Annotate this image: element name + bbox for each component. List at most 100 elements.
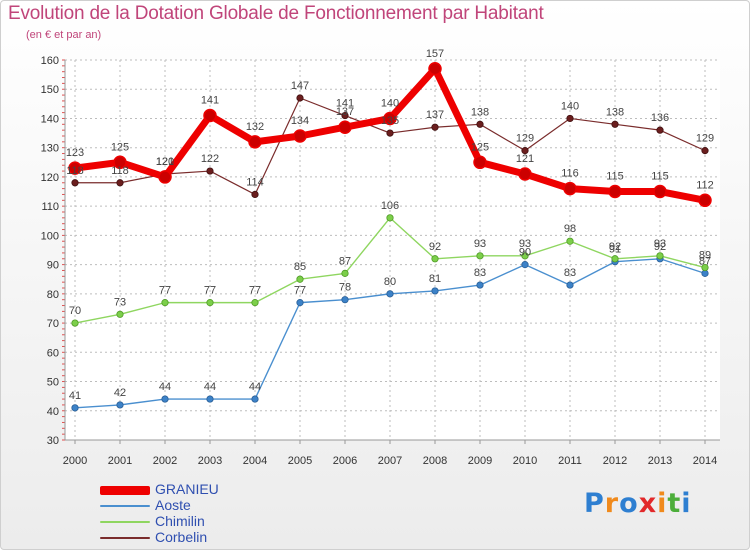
legend-item-aoste: Aoste	[100, 497, 300, 514]
data-point-corbelin	[476, 120, 484, 128]
data-label-aoste: 83	[564, 267, 576, 279]
data-label-corbelin: 141	[336, 98, 354, 110]
y-tick-label: 40	[47, 406, 59, 418]
y-tick-label: 50	[47, 377, 59, 389]
y-tick-label: 60	[47, 347, 59, 359]
data-label-granieu: 125	[471, 141, 489, 153]
data-label-aoste: 92	[654, 241, 666, 253]
data-point-aoste	[431, 287, 439, 295]
legend-label-chimilin: Chimilin	[155, 513, 205, 529]
data-point-chimilin	[296, 275, 304, 283]
y-tick-label: 30	[47, 435, 59, 447]
data-label-granieu: 121	[516, 153, 534, 165]
y-tick-label: 130	[41, 143, 59, 155]
data-point-chimilin	[566, 237, 574, 245]
data-point-aoste	[386, 290, 394, 298]
data-point-corbelin	[701, 147, 709, 155]
data-point-corbelin	[206, 167, 214, 175]
data-label-corbelin: 137	[426, 109, 444, 121]
data-point-corbelin	[71, 179, 79, 187]
legend-item-chimilin: Chimilin	[100, 513, 300, 530]
x-tick-label: 2012	[603, 455, 627, 467]
data-point-granieu	[698, 193, 712, 208]
legend-swatch-aoste	[100, 505, 150, 507]
data-point-corbelin	[341, 111, 349, 120]
data-point-chimilin	[476, 252, 484, 260]
x-tick-label: 2009	[468, 455, 492, 467]
data-label-chimilin: 73	[114, 296, 126, 308]
data-label-aoste: 44	[204, 381, 216, 393]
legend-item-granieu: GRANIEU	[100, 481, 300, 498]
data-label-corbelin: 140	[561, 100, 579, 112]
data-point-granieu	[203, 108, 217, 123]
legend-label-aoste: Aoste	[155, 497, 191, 513]
logo-letter: t	[667, 488, 682, 519]
data-label-aoste: 83	[474, 267, 486, 279]
data-label-chimilin: 87	[339, 255, 351, 267]
data-label-chimilin: 93	[474, 238, 486, 250]
data-label-corbelin: 138	[606, 106, 624, 118]
y-tick-label: 110	[41, 201, 59, 213]
data-label-granieu: 115	[651, 171, 669, 183]
y-tick-label: 150	[41, 84, 59, 96]
data-label-granieu: 141	[201, 95, 219, 107]
data-point-granieu	[428, 62, 442, 76]
data-label-chimilin: 92	[429, 241, 441, 253]
data-point-corbelin	[566, 114, 574, 123]
chart-subtitle: (en € et par an)	[26, 29, 102, 41]
data-point-granieu	[383, 111, 397, 126]
x-tick-label: 2003	[198, 455, 222, 467]
data-point-corbelin	[656, 126, 664, 134]
data-label-corbelin: 138	[471, 106, 489, 118]
x-tick-label: 2007	[378, 455, 402, 467]
data-point-corbelin	[431, 123, 439, 131]
data-label-corbelin: 118	[66, 165, 84, 177]
data-label-chimilin: 93	[654, 238, 666, 250]
data-point-chimilin	[431, 255, 439, 263]
data-label-granieu: 140	[381, 97, 399, 109]
data-point-aoste	[701, 269, 709, 277]
data-point-corbelin	[386, 129, 394, 137]
x-tick-label: 2006	[333, 455, 357, 467]
data-point-chimilin	[71, 319, 79, 327]
y-tick-label: 90	[47, 260, 59, 272]
data-point-chimilin	[386, 214, 394, 222]
legend-item-corbelin: Corbelin	[100, 529, 300, 546]
data-point-granieu	[608, 184, 622, 199]
x-tick-label: 2008	[423, 455, 447, 467]
data-label-chimilin: 85	[294, 261, 306, 273]
data-label-corbelin: 147	[291, 80, 309, 92]
data-point-aoste	[341, 296, 349, 304]
legend-swatch-chimilin	[100, 521, 150, 523]
legend-label-granieu: GRANIEU	[155, 481, 219, 497]
data-label-granieu: 137	[336, 106, 354, 118]
data-point-chimilin	[206, 299, 214, 307]
data-point-granieu	[158, 170, 172, 184]
data-point-chimilin	[521, 252, 529, 260]
logo-letter: o	[619, 488, 639, 519]
data-point-granieu	[68, 161, 82, 175]
data-point-aoste	[206, 395, 214, 403]
data-label-corbelin: 136	[651, 112, 669, 124]
y-tick-label: 120	[41, 172, 59, 184]
data-label-granieu: 157	[426, 48, 444, 60]
x-tick-label: 2002	[153, 455, 177, 467]
data-label-corbelin: 114	[246, 176, 264, 188]
x-tick-label: 2011	[558, 455, 582, 467]
data-label-chimilin: 98	[564, 223, 576, 235]
x-tick-label: 2004	[243, 455, 267, 467]
x-tick-label: 2005	[288, 455, 312, 467]
data-point-corbelin	[116, 179, 124, 187]
y-tick-label: 160	[41, 55, 59, 67]
data-label-aoste: 87	[699, 255, 711, 267]
legend-label-corbelin: Corbelin	[155, 529, 208, 545]
data-label-granieu: 112	[696, 179, 714, 191]
data-label-aoste: 44	[249, 381, 261, 393]
logo-letter: r	[604, 488, 620, 519]
data-point-granieu	[293, 129, 307, 143]
data-label-aoste: 77	[294, 285, 306, 297]
data-point-corbelin	[521, 147, 529, 155]
chart-title: Evolution de la Dotation Globale de Fonc…	[8, 3, 544, 24]
data-label-granieu: 116	[561, 168, 579, 180]
data-point-aoste	[71, 404, 79, 412]
